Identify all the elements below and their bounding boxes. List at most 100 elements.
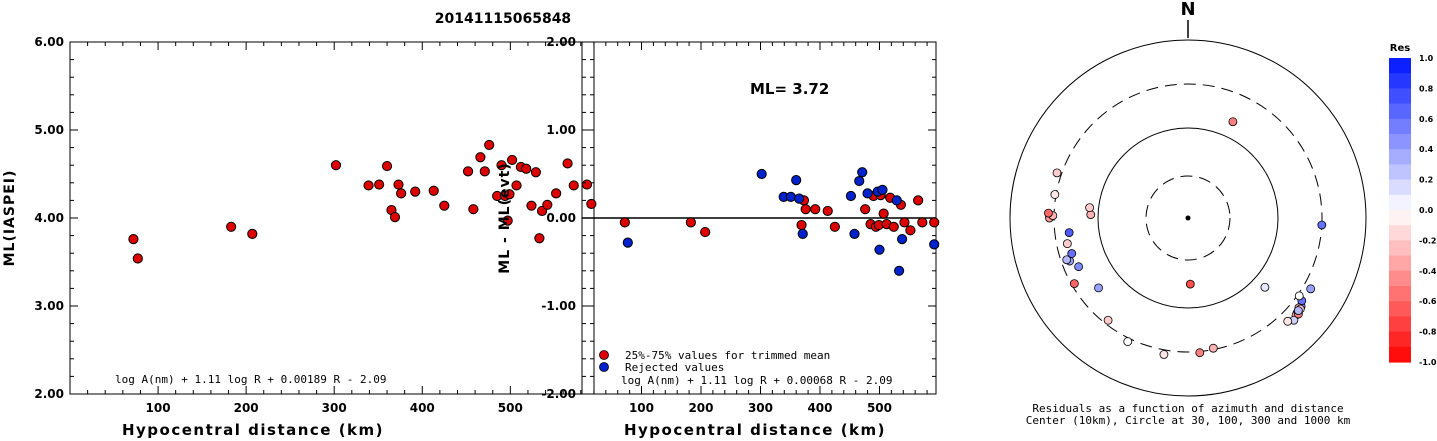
residual-distance-point-rejected (891, 195, 902, 206)
colorbar-cell (1389, 164, 1411, 181)
ml-distance-point (475, 152, 486, 163)
residual-distance-point-rejected (791, 175, 802, 186)
colorbar-cell (1389, 255, 1411, 272)
ml-distance-point (484, 139, 495, 151)
map-caption-line1: Residuals as a function of azimuth and d… (1032, 402, 1343, 415)
colorbar-tick-label: 0.6 (1419, 115, 1434, 124)
ml-distance-point (586, 198, 597, 210)
residual-distance-ytick-label: 2.00 (546, 35, 576, 49)
residual-distance-point-rejected (797, 228, 808, 239)
ml-distance-point (542, 199, 553, 210)
ml-distance-point (511, 180, 522, 191)
station-residual-marker (1317, 220, 1327, 230)
residual-distance-point-rejected (785, 191, 796, 202)
colorbar-cell (1389, 331, 1411, 348)
residual-distance-point-trimmed (905, 225, 916, 236)
ml-distance-point (439, 200, 450, 211)
station-residual-marker (1293, 306, 1303, 315)
colorbar-cell (1389, 88, 1411, 105)
colorbar-tick-label: -1.0 (1419, 358, 1437, 367)
colorbar-cell (1389, 301, 1411, 317)
ml-distance-point (428, 185, 439, 196)
colorbar-cell (1389, 118, 1411, 135)
colorbar-cell (1389, 73, 1411, 89)
residual-distance-point-rejected (849, 228, 860, 239)
residual-distance-point-rejected (854, 175, 865, 187)
page-title: 20141115065848 (435, 11, 571, 27)
ml-distance-point (393, 179, 404, 190)
station-residual-marker (1283, 316, 1293, 326)
residual-distance-point-trimmed (860, 204, 871, 215)
station-residual-marker (1067, 249, 1077, 258)
station-residual-marker (1195, 348, 1205, 358)
residual-distance-point-trimmed (899, 217, 910, 228)
colorbar-tick-label: 0.8 (1419, 84, 1434, 93)
residual-distance-formula: log A(nm) + 1.11 log R + 0.00068 R - 2.0… (621, 374, 893, 387)
residual-distance-point-trimmed (913, 195, 924, 206)
ring-100km (1097, 127, 1279, 309)
ml-distance-point (534, 233, 545, 244)
residual-distance-xlabel: Hypocentral distance (km) (624, 421, 886, 439)
residual-distance-point-rejected (862, 188, 873, 199)
residual-distance-xtick-label: 100 (629, 401, 654, 415)
ml-distance-plot-frame (69, 41, 595, 395)
residual-distance-ylabel: ML - ML(evt) (497, 162, 513, 273)
colorbar-tick-label: 0.0 (1419, 206, 1434, 215)
legend-marker-rejected (599, 362, 609, 372)
residual-distance-point-rejected (877, 184, 888, 195)
station-residual-marker (1260, 282, 1270, 292)
colorbar-tick-label: -0.8 (1419, 328, 1437, 337)
ml-distance-ytick-label: 4.00 (34, 211, 64, 225)
legend: 25%-75% values for trimmed mean Rejected… (599, 349, 830, 374)
colorbar-title: Res (1390, 43, 1410, 54)
colorbar-tick-label: 0.2 (1419, 176, 1433, 185)
ml-distance-chart: ML(IASPEI) Hypocentral distance (km) log… (2, 35, 597, 439)
residual-distance-point-trimmed (800, 204, 811, 215)
ml-distance-ylabel: ML(IASPEI) (2, 170, 18, 267)
legend-label-rejected: Rejected values (625, 361, 724, 374)
residual-distance-point-trimmed (685, 217, 696, 228)
azimuth-residual-map: N Residuals as a function of azimuth and… (1009, 0, 1367, 427)
ml-distance-point (479, 166, 490, 177)
ml-distance-ytick-label: 5.00 (34, 123, 64, 137)
ml-distance-ytick-label: 6.00 (34, 35, 64, 49)
ring-1000km (1009, 39, 1367, 397)
ml-distance-ytick-label: 3.00 (34, 299, 64, 313)
station-residual-marker (1306, 284, 1316, 294)
station-residual-marker (1208, 343, 1218, 353)
colorbar-cell (1389, 179, 1411, 196)
ml-distance-point (462, 166, 474, 177)
residual-distance-point-trimmed (878, 208, 889, 219)
ring-30km (1145, 175, 1231, 261)
ml-distance-point (526, 200, 537, 211)
ml-distance-point (128, 234, 139, 245)
residual-distance-point-trimmed (829, 221, 840, 232)
residual-colorbar: Res 1.0 0.8 0.6 0.4 0.2 0.0 -0.2 -0.4 -0.6 -0.8 -1… (1389, 43, 1437, 367)
ml-distance-point (396, 188, 407, 199)
residual-distance-point-trimmed (619, 217, 630, 228)
residual-distance-ytick-label: 1.00 (546, 123, 576, 137)
residual-distance-point-rejected (894, 265, 905, 276)
residual-distance-xtick-label: 200 (688, 401, 713, 415)
colorbar-cell (1389, 210, 1411, 226)
ml-distance-point (468, 204, 479, 215)
residual-distance-point-trimmed (929, 217, 940, 228)
station-residual-marker (1159, 350, 1169, 359)
station-residual-marker (1103, 315, 1113, 325)
legend-marker-trimmed (599, 350, 609, 360)
ml-distance-point (521, 163, 532, 174)
ml-distance-point (568, 180, 579, 191)
ml-distance-point (374, 179, 385, 190)
ml-distance-xtick-label: 200 (234, 401, 259, 415)
station-residual-marker (1123, 337, 1133, 346)
ml-distance-xtick-label: 300 (322, 401, 347, 415)
station-residual-marker (1062, 239, 1072, 249)
ml-distance-point (504, 189, 515, 200)
north-label: N (1180, 0, 1195, 20)
ml-distance-point (132, 253, 143, 264)
ml-distance-point (381, 160, 393, 172)
residual-distance-point-trimmed (917, 217, 928, 228)
ml-distance-point (496, 160, 507, 171)
ml-distance-formula: log A(nm) + 1.11 log R + 0.00189 R - 2.0… (115, 373, 387, 386)
